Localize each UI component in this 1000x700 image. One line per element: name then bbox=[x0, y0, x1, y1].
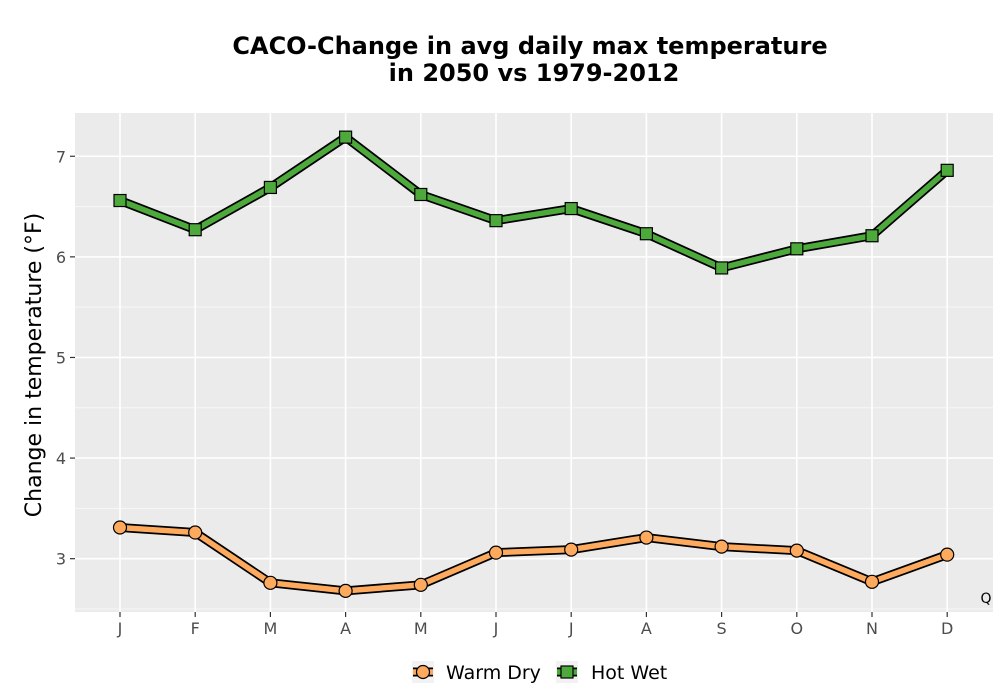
data-point bbox=[940, 547, 955, 562]
y-tick-label: 3 bbox=[56, 550, 66, 569]
plot-panel bbox=[75, 113, 993, 612]
y-tick-label: 7 bbox=[56, 147, 66, 166]
legend-marker bbox=[415, 664, 431, 680]
x-tick-label: M bbox=[414, 619, 428, 638]
legend-label: Warm Dry bbox=[446, 662, 541, 684]
data-point bbox=[112, 520, 128, 535]
x-tick-label: O bbox=[791, 619, 804, 638]
x-tick-label: D bbox=[941, 619, 953, 638]
x-tick-label: J bbox=[493, 619, 499, 638]
x-tick-label: J bbox=[117, 619, 123, 638]
data-point bbox=[414, 187, 428, 202]
y-axis-label: Change in temperature (°F) bbox=[22, 213, 47, 517]
x-tick-label: S bbox=[717, 619, 727, 638]
data-point bbox=[714, 261, 729, 275]
x-tick-label: N bbox=[866, 619, 878, 638]
data-point bbox=[564, 542, 579, 557]
x-tick-label: F bbox=[191, 619, 200, 638]
legend-item: Hot Wet bbox=[556, 661, 667, 684]
legend-item: Warm Dry bbox=[412, 661, 541, 684]
corner-note: Q bbox=[980, 591, 991, 607]
data-point bbox=[789, 543, 804, 558]
series-hot-wet bbox=[113, 130, 954, 275]
data-point bbox=[188, 525, 203, 540]
data-point bbox=[639, 530, 654, 545]
legend: Warm Dry Hot Wet bbox=[412, 661, 667, 684]
legend-marker bbox=[560, 665, 574, 679]
x-tick-label: A bbox=[340, 619, 351, 638]
series-line bbox=[117, 134, 950, 271]
data-point bbox=[864, 574, 880, 589]
x-tick-label: J bbox=[568, 619, 574, 638]
data-point bbox=[113, 193, 127, 208]
data-point bbox=[413, 577, 428, 592]
data-point bbox=[714, 539, 729, 554]
data-point bbox=[865, 229, 879, 243]
data-point bbox=[940, 163, 954, 177]
x-tick-label: M bbox=[263, 619, 277, 638]
data-point bbox=[790, 242, 804, 256]
data-point bbox=[488, 545, 504, 560]
series-layer bbox=[112, 130, 955, 598]
series-warm-dry bbox=[112, 520, 955, 598]
y-tick-label: 6 bbox=[56, 248, 66, 267]
legend-label: Hot Wet bbox=[591, 662, 667, 684]
chart-title-line-1: CACO-Change in avg daily max temperature bbox=[232, 32, 827, 60]
data-point bbox=[263, 180, 277, 195]
data-point bbox=[564, 201, 578, 216]
chart-title-line-2: in 2050 vs 1979-2012 bbox=[389, 59, 680, 87]
data-point bbox=[339, 130, 353, 144]
data-point bbox=[489, 214, 503, 228]
y-axis-ticks: 3 4 5 6 7 bbox=[56, 147, 75, 569]
data-point bbox=[188, 223, 202, 237]
series-line bbox=[117, 524, 950, 594]
y-tick-label: 4 bbox=[56, 449, 66, 468]
x-tick-label: A bbox=[641, 619, 652, 638]
data-point bbox=[338, 583, 353, 598]
y-tick-label: 5 bbox=[56, 348, 66, 367]
data-point bbox=[263, 575, 278, 590]
data-point bbox=[639, 227, 654, 241]
